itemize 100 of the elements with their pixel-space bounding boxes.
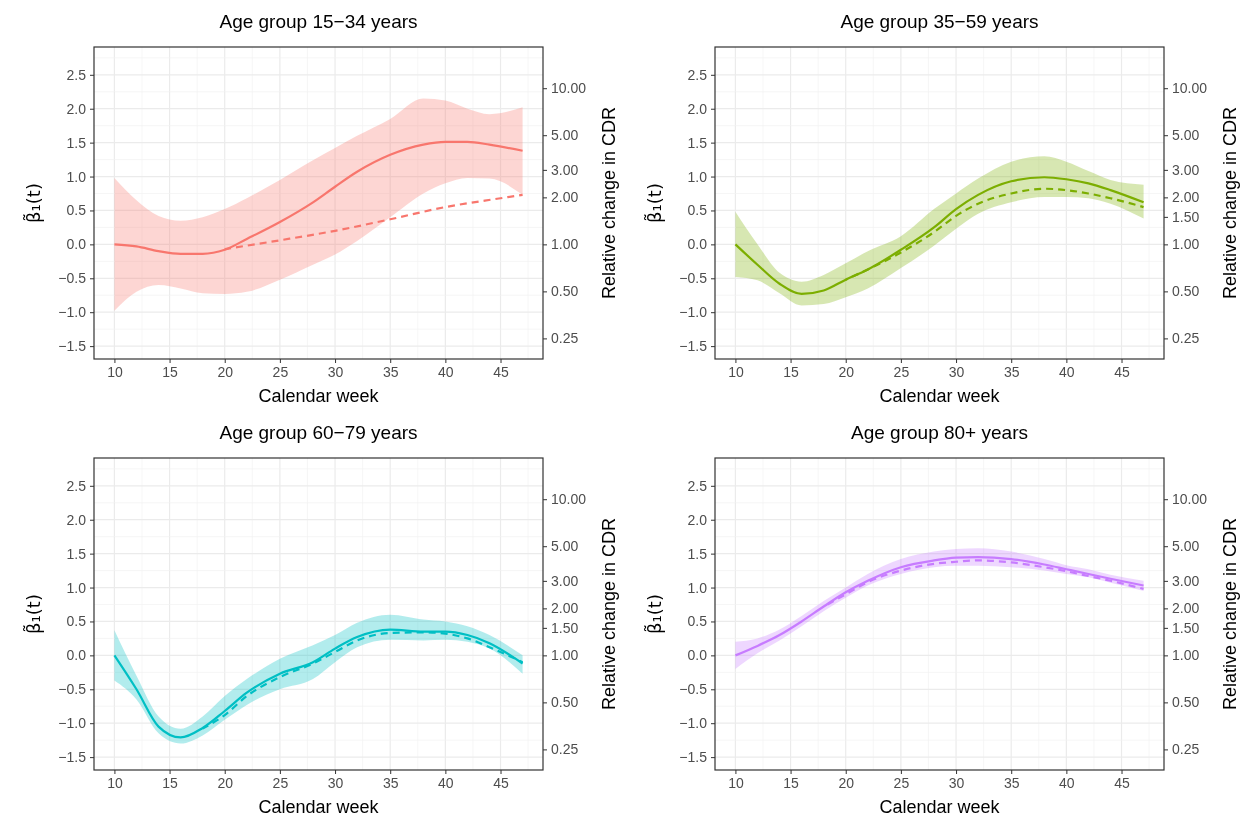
y2-tick-label: 3.00 <box>1172 572 1200 589</box>
y-tick-label: −1.0 <box>58 304 87 321</box>
x-tick-label: 45 <box>1114 774 1131 791</box>
y-axis-title: β̃₁(t) <box>643 183 665 223</box>
y-tick-label: 1.0 <box>66 579 87 596</box>
y-tick-label: 0.5 <box>66 613 87 630</box>
x-tick-label: 10 <box>107 774 123 791</box>
y-tick-label: 2.5 <box>687 477 708 494</box>
y2-tick-label: 3.00 <box>551 572 579 589</box>
y-tick-label: −0.5 <box>679 681 708 698</box>
y-tick-label: 1.5 <box>687 134 708 151</box>
y2-tick-label: 1.00 <box>551 236 579 253</box>
y-tick-label: −0.5 <box>58 270 87 287</box>
y2-tick-label: 0.25 <box>551 741 579 758</box>
y2-tick-label: 2.00 <box>551 600 579 617</box>
x-tick-label: 40 <box>1059 363 1075 380</box>
y-tick-label: 1.0 <box>66 168 87 185</box>
y-tick-label: 2.5 <box>687 66 708 83</box>
x-tick-label: 10 <box>728 363 744 380</box>
y2-tick-label: 0.50 <box>551 694 579 711</box>
y2-tick-label: 2.00 <box>1172 600 1200 617</box>
x-tick-label: 25 <box>893 363 910 380</box>
y-tick-label: 1.5 <box>66 545 87 562</box>
x-tick-label: 15 <box>783 363 800 380</box>
y-tick-label: 0.0 <box>687 236 708 253</box>
line-series <box>113 140 524 255</box>
y-tick-label: 0.5 <box>687 202 708 219</box>
y-axis-title: β̃₁(t) <box>22 594 44 634</box>
chart-title: Age group 80+ years <box>851 422 1028 443</box>
y-tick-label: 2.0 <box>66 511 87 528</box>
y-tick-label: −1.5 <box>679 749 708 766</box>
y-tick-label: −1.0 <box>679 715 708 732</box>
y-tick-label: 2.0 <box>687 100 708 117</box>
chart-title: Age group 35−59 years <box>840 11 1039 32</box>
y2-axis-title: Relative change in CDR <box>1220 517 1240 711</box>
x-axis-title: Calendar week <box>258 386 380 406</box>
line-series <box>734 176 1145 295</box>
x-tick-label: 45 <box>493 363 510 380</box>
y2-tick-label: 2.00 <box>551 189 579 206</box>
x-tick-label: 40 <box>438 774 454 791</box>
y2-tick-label: 5.00 <box>551 127 579 144</box>
x-tick-label: 45 <box>493 774 510 791</box>
y2-axis-title: Relative change in CDR <box>1220 106 1240 300</box>
x-tick-label: 45 <box>1114 363 1131 380</box>
y-tick-label: 0.0 <box>66 236 87 253</box>
y-tick-label: 0.5 <box>66 202 87 219</box>
y2-tick-label: 5.00 <box>1172 538 1200 555</box>
y-axis-title: β̃₁(t) <box>643 594 665 634</box>
x-tick-label: 30 <box>948 774 965 791</box>
x-axis-title: Calendar week <box>258 797 380 817</box>
line-series <box>734 555 1145 657</box>
y2-tick-label: 0.50 <box>1172 694 1200 711</box>
y-tick-label: −1.5 <box>58 338 87 355</box>
y2-tick-label: 1.00 <box>1172 647 1200 664</box>
y2-tick-label: 10.00 <box>1172 491 1208 508</box>
y-tick-label: −0.5 <box>58 681 87 698</box>
y2-tick-label: 1.50 <box>551 619 579 636</box>
x-tick-label: 10 <box>728 774 744 791</box>
chart-title: Age group 60−79 years <box>219 422 418 443</box>
y2-tick-label: 0.50 <box>1172 283 1200 300</box>
y-tick-label: 2.0 <box>66 100 87 117</box>
y2-tick-label: 5.00 <box>1172 127 1200 144</box>
y-tick-label: 2.0 <box>687 511 708 528</box>
y2-tick-label: 1.00 <box>551 647 579 664</box>
x-tick-label: 15 <box>162 774 179 791</box>
x-tick-label: 40 <box>1059 774 1075 791</box>
y-tick-label: 0.0 <box>687 647 708 664</box>
y-axis-title: β̃₁(t) <box>22 183 44 223</box>
x-tick-label: 35 <box>382 363 399 380</box>
x-tick-label: 20 <box>217 774 234 791</box>
x-tick-label: 25 <box>272 363 289 380</box>
y-tick-label: 2.5 <box>66 477 87 494</box>
y-tick-label: 1.5 <box>66 134 87 151</box>
chart-title: Age group 15−34 years <box>219 11 418 32</box>
x-tick-label: 30 <box>948 363 965 380</box>
y2-tick-label: 0.25 <box>1172 741 1200 758</box>
x-tick-label: 15 <box>783 774 800 791</box>
y-tick-label: 1.0 <box>687 579 708 596</box>
x-tick-label: 20 <box>217 363 234 380</box>
x-tick-label: 20 <box>838 363 855 380</box>
y2-tick-label: 0.25 <box>551 330 579 347</box>
y2-tick-label: 2.00 <box>1172 189 1200 206</box>
y-tick-label: 0.0 <box>66 647 87 664</box>
x-tick-label: 20 <box>838 774 855 791</box>
x-tick-label: 35 <box>1003 363 1020 380</box>
x-tick-label: 35 <box>1003 774 1020 791</box>
y2-axis-title: Relative change in CDR <box>599 517 619 711</box>
y2-tick-label: 3.00 <box>1172 161 1200 178</box>
y2-tick-label: 3.00 <box>551 161 579 178</box>
x-tick-label: 30 <box>327 363 344 380</box>
y-tick-label: 0.5 <box>687 613 708 630</box>
y2-tick-label: 1.50 <box>1172 208 1200 225</box>
y-tick-label: 1.5 <box>687 545 708 562</box>
y-tick-label: −1.5 <box>679 338 708 355</box>
y-tick-label: −1.0 <box>679 304 708 321</box>
x-tick-label: 25 <box>272 774 289 791</box>
x-tick-label: 35 <box>382 774 399 791</box>
x-axis-title: Calendar week <box>879 797 1001 817</box>
x-tick-label: 30 <box>327 774 344 791</box>
y2-tick-label: 0.50 <box>551 283 579 300</box>
